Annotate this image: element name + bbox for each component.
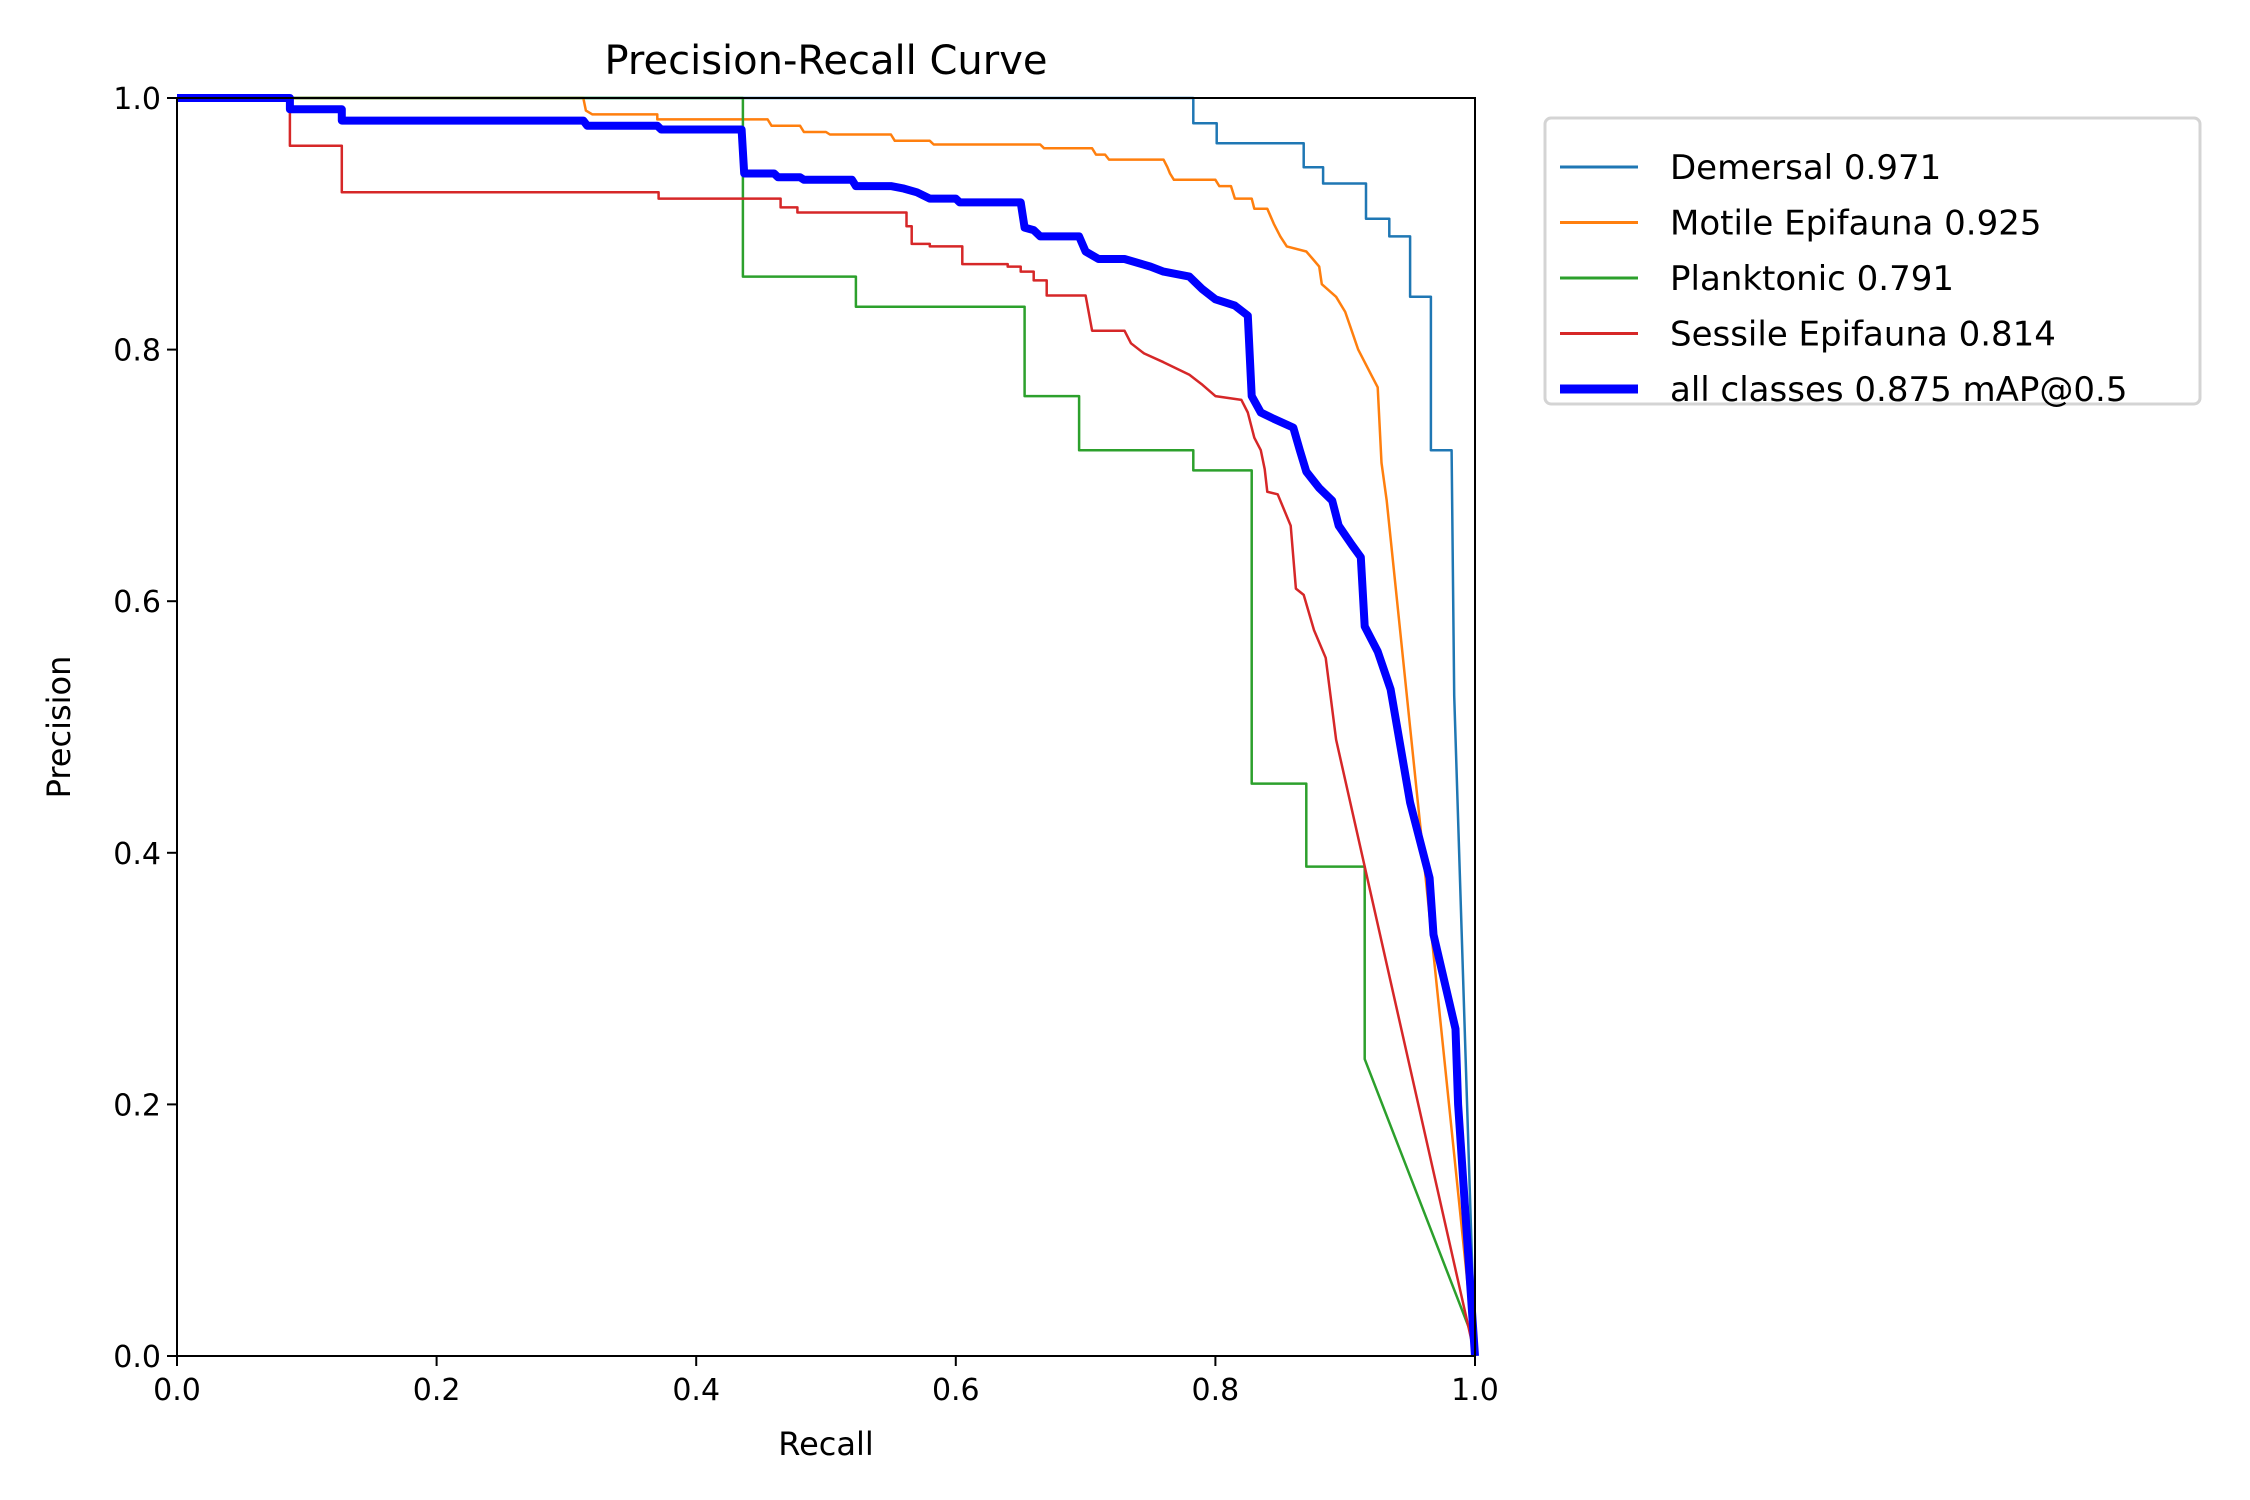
legend-box (1543, 116, 2202, 406)
legend-label: Demersal 0.971 (1670, 148, 1941, 188)
y-tick-label: 0.2 (113, 1088, 161, 1123)
x-tick-label: 0.6 (932, 1373, 980, 1408)
legend: Demersal 0.971 Motile Epifauna 0.925 Plank… (1543, 116, 2202, 410)
series-line-4 (177, 96, 1477, 1357)
y-tick-label: 0.6 (113, 585, 161, 620)
series-line-2 (177, 96, 1477, 1357)
x-tick-label: 0.4 (672, 1373, 720, 1408)
y-tick-label: 0.8 (113, 334, 161, 369)
y-tick-label: 0.4 (113, 837, 161, 872)
y-axis-label: Precision (40, 656, 78, 799)
x-axis: 0.0 0.2 0.4 0.6 0.8 1.0 (153, 1356, 1499, 1408)
legend-label: Planktonic 0.791 (1670, 259, 1954, 299)
x-tick-label: 1.0 (1451, 1373, 1499, 1408)
legend-label: Sessile Epifauna 0.814 (1670, 315, 2056, 355)
series-line-5 (177, 94, 1479, 1357)
series-line-3 (177, 96, 1477, 1344)
x-axis-label: Recall (778, 1425, 873, 1463)
legend-label: all classes 0.875 mAP@0.5 (1670, 370, 2127, 410)
chart-title: Precision-Recall Curve (605, 38, 1048, 84)
series-line-1 (177, 96, 1477, 1357)
x-tick-label: 0.8 (1192, 1373, 1240, 1408)
x-tick-label: 0.2 (413, 1373, 461, 1408)
y-tick-label: 1.0 (113, 82, 161, 117)
x-tick-label: 0.0 (153, 1373, 201, 1408)
y-axis: 0.0 0.2 0.4 0.6 0.8 1.0 (113, 82, 177, 1375)
legend-label: Motile Epifauna 0.925 (1670, 204, 2041, 244)
series-layer (177, 94, 1479, 1357)
plot-frame (176, 97, 1476, 1357)
y-tick-label: 0.0 (113, 1340, 161, 1375)
